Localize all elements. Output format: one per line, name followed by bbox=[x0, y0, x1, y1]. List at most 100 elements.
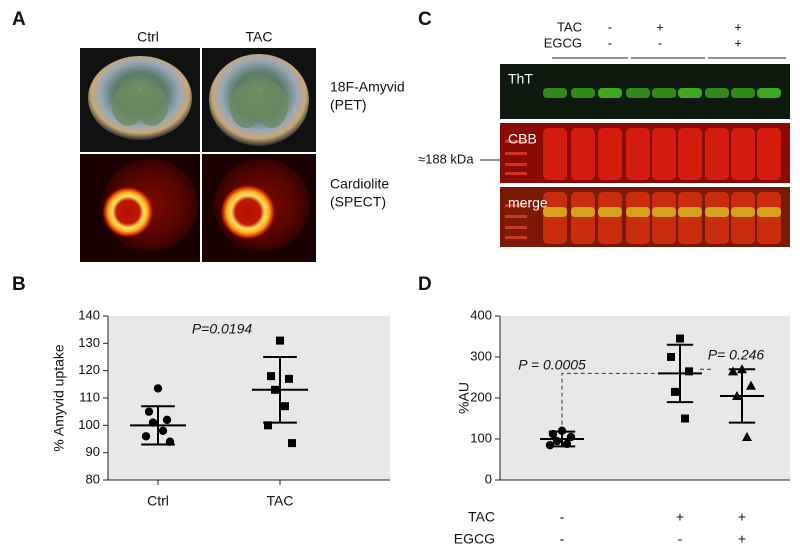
merge-band bbox=[626, 192, 650, 244]
cbb-band bbox=[705, 128, 729, 180]
merge-top bbox=[678, 207, 702, 217]
y-tick-label: 140 bbox=[78, 307, 100, 322]
data-point bbox=[566, 432, 576, 442]
condition-sign: - bbox=[658, 35, 662, 50]
condition-sign: + bbox=[734, 35, 742, 50]
tht-band bbox=[598, 88, 622, 98]
y-axis-label: %AU bbox=[456, 382, 472, 414]
x-row-sign: - bbox=[678, 531, 683, 547]
y-tick-label: 200 bbox=[470, 389, 492, 404]
merge-band bbox=[757, 192, 781, 244]
data-point bbox=[685, 367, 693, 376]
data-point bbox=[557, 426, 567, 435]
merge-top bbox=[598, 207, 622, 217]
cbb-band bbox=[571, 128, 595, 180]
merge-band bbox=[678, 192, 702, 244]
merge-top bbox=[652, 207, 676, 217]
p-value: P=0.0194 bbox=[192, 321, 253, 337]
merge-band bbox=[571, 192, 595, 244]
data-point bbox=[148, 418, 158, 427]
data-point bbox=[728, 366, 738, 376]
tht-band bbox=[571, 88, 595, 98]
x-tick-label: TAC bbox=[267, 493, 294, 509]
data-point bbox=[548, 429, 558, 439]
data-point bbox=[281, 402, 289, 411]
data-point bbox=[671, 387, 679, 396]
cbb-band bbox=[626, 128, 650, 180]
merge-top bbox=[731, 207, 755, 217]
tht-band bbox=[626, 88, 650, 98]
condition-sign: - bbox=[608, 35, 612, 50]
tht-band bbox=[678, 88, 702, 98]
data-point bbox=[545, 440, 555, 450]
cbb-band bbox=[652, 128, 676, 180]
row-label: Cardiolite bbox=[330, 176, 389, 192]
condition-label: EGCG bbox=[544, 35, 582, 50]
x-tick-label: Ctrl bbox=[147, 493, 169, 509]
row-label: (SPECT) bbox=[330, 194, 386, 210]
x-row-sign: + bbox=[738, 531, 746, 547]
data-point bbox=[737, 364, 747, 374]
column-label: Ctrl bbox=[137, 29, 159, 45]
merge-band bbox=[543, 192, 567, 244]
tht-band bbox=[757, 88, 781, 98]
data-point bbox=[141, 432, 151, 441]
data-point bbox=[165, 437, 175, 446]
panel-letter: A bbox=[12, 9, 26, 30]
y-tick-label: 120 bbox=[78, 362, 100, 377]
y-axis-label: % Amyvid uptake bbox=[51, 344, 67, 452]
data-point bbox=[158, 426, 168, 435]
plot-background bbox=[108, 316, 390, 480]
size-marker: ≈188 kDa bbox=[418, 151, 474, 166]
data-point bbox=[552, 436, 562, 446]
p-value: P = 0.0005 bbox=[518, 357, 586, 373]
pet-images bbox=[80, 48, 316, 152]
tht-band bbox=[652, 88, 676, 98]
merge-band bbox=[652, 192, 676, 244]
merge-top bbox=[571, 207, 595, 217]
merge-top bbox=[757, 207, 781, 217]
data-point bbox=[276, 336, 284, 345]
data-point bbox=[732, 390, 742, 400]
cbb-band bbox=[757, 128, 781, 180]
ladder bbox=[505, 236, 527, 239]
y-tick-label: 110 bbox=[79, 389, 100, 404]
ladder bbox=[505, 215, 527, 218]
strip-label: merge bbox=[508, 195, 548, 211]
spect-images bbox=[80, 154, 316, 262]
y-tick-label: 300 bbox=[470, 348, 492, 363]
y-tick-label: 0 bbox=[485, 471, 492, 486]
tht-band bbox=[705, 88, 729, 98]
condition-sign: + bbox=[656, 19, 664, 34]
panel-letter: D bbox=[418, 274, 432, 295]
data-point bbox=[288, 439, 296, 448]
merge-top bbox=[543, 207, 567, 217]
data-point bbox=[144, 407, 154, 416]
condition-label: TAC bbox=[557, 19, 582, 34]
merge-top bbox=[626, 207, 650, 217]
y-tick-label: 130 bbox=[78, 335, 100, 350]
plot-background bbox=[500, 316, 790, 480]
merge-top bbox=[705, 207, 729, 217]
tht-band bbox=[731, 88, 755, 98]
ladder bbox=[505, 152, 527, 155]
gel bbox=[500, 62, 790, 248]
merge-band bbox=[598, 192, 622, 244]
x-row-sign: - bbox=[560, 509, 565, 525]
ladder bbox=[505, 172, 527, 175]
data-point bbox=[267, 372, 275, 381]
x-row-label: EGCG bbox=[454, 531, 495, 547]
x-row-sign: + bbox=[738, 509, 746, 525]
ladder bbox=[505, 140, 527, 143]
cbb-band bbox=[678, 128, 702, 180]
merge-band bbox=[731, 192, 755, 244]
p-value: P= 0.246 bbox=[708, 347, 765, 363]
data-point bbox=[746, 380, 756, 390]
row-label: (PET) bbox=[330, 97, 367, 113]
data-point bbox=[153, 384, 163, 393]
condition-sign: - bbox=[608, 19, 612, 34]
condition-sign: + bbox=[734, 19, 742, 34]
ladder bbox=[505, 163, 527, 166]
row-label: 18F-Amyvid bbox=[330, 79, 405, 95]
